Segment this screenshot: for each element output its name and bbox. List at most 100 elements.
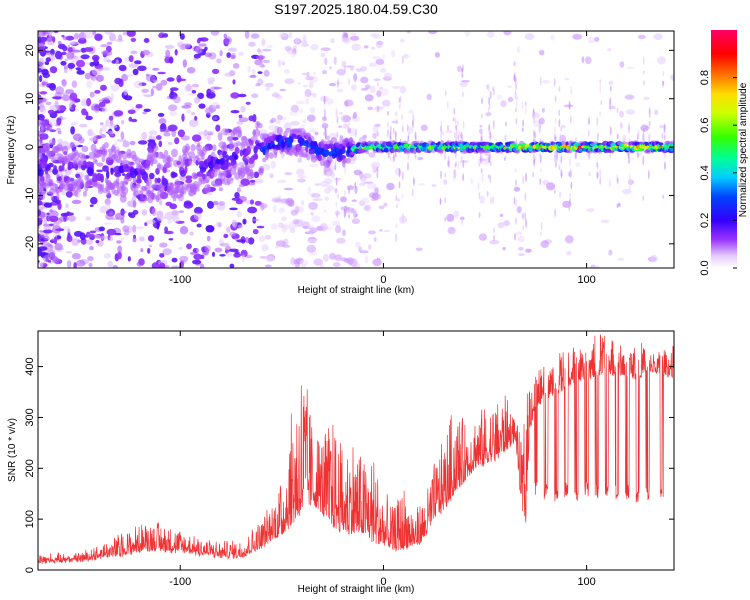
heatmap-cell (300, 43, 310, 47)
heatmap-cell (599, 79, 602, 84)
heatmap-cell (188, 151, 196, 159)
heatmap-cell (249, 199, 255, 205)
heatmap-cell (313, 141, 318, 146)
heatmap-cell (128, 116, 133, 122)
heatmap-cell (334, 161, 337, 170)
heatmap-cell (157, 71, 166, 75)
heatmap-cell (67, 161, 74, 170)
heatmap-cell (616, 177, 619, 185)
heatmap-cell (205, 225, 215, 233)
heatmap-cell (149, 172, 155, 180)
heatmap-cell (76, 70, 85, 75)
heatmap-cell (462, 159, 465, 169)
heatmap-cell (513, 196, 516, 205)
heatmap-cell (394, 111, 398, 117)
heatmap-cell (522, 175, 525, 185)
heatmap-cell (359, 175, 367, 182)
heatmap-cell (110, 167, 114, 175)
heatmap-cell (38, 232, 46, 235)
heatmap-cell (352, 114, 357, 120)
heatmap-cell (554, 189, 556, 194)
heatmap-cell (336, 131, 339, 138)
heatmap-cell (195, 46, 203, 54)
heatmap-cell (230, 92, 240, 99)
heatmap-cell (188, 119, 199, 127)
heatmap-cell (648, 108, 651, 119)
heatmap-cell (141, 209, 148, 216)
heatmap-cell (344, 65, 346, 74)
heatmap-cell (453, 107, 456, 115)
heatmap-cell (40, 175, 45, 182)
heatmap-cell (133, 80, 143, 89)
heatmap-cell (642, 195, 645, 202)
heatmap-cell (132, 68, 139, 76)
heatmap-cell (489, 90, 492, 99)
heatmap-cell (226, 52, 231, 58)
heatmap-cell (75, 59, 86, 68)
heatmap-cell (83, 47, 94, 52)
heatmap-cell (418, 183, 426, 186)
heatmap-cell (558, 118, 561, 128)
heatmap-cell (360, 76, 369, 84)
heatmap-cell (335, 254, 343, 259)
heatmap-cell (353, 169, 362, 176)
heatmap-cell (99, 122, 104, 126)
heatmap-cell (135, 226, 145, 230)
heatmap-cell (493, 227, 495, 233)
heatmap-cell (304, 88, 312, 98)
heatmap-cell (308, 163, 319, 168)
heatmap-cell (106, 41, 113, 45)
heatmap-cell (156, 214, 166, 222)
heatmap-cell (144, 222, 148, 227)
heatmap-cell (162, 248, 172, 256)
heatmap-cell (264, 82, 274, 88)
heatmap-cell (144, 94, 153, 97)
heatmap-cell (350, 67, 354, 71)
snr-x-ticks: -100 0 100 (169, 331, 596, 588)
heatmap-cell (488, 123, 491, 132)
heatmap-cell (525, 248, 532, 253)
heatmap-cell (261, 244, 269, 252)
heatmap-cell (109, 211, 114, 216)
heatmap-cell (314, 131, 319, 136)
heatmap-cell (394, 130, 397, 140)
heatmap-cell (248, 237, 255, 245)
heatmap-cell (574, 153, 577, 159)
heatmap-cell (354, 208, 357, 216)
heatmap-cell (297, 82, 301, 85)
heatmap-cell (111, 153, 119, 162)
heatmap-cell (78, 137, 85, 144)
heatmap-y-axis-label: Frequency (Hz) (6, 116, 17, 185)
heatmap-cell (477, 182, 480, 190)
heatmap-cell (233, 252, 242, 258)
heatmap-cell (246, 146, 251, 155)
heatmap-cell (173, 96, 181, 104)
heatmap-cell (561, 172, 563, 177)
heatmap-cell (155, 83, 163, 91)
heatmap-cell (245, 236, 250, 244)
heatmap-x-tick-label: 0 (380, 274, 386, 286)
heatmap-cell (172, 197, 177, 202)
heatmap-cell (265, 87, 271, 91)
heatmap-cell (625, 109, 635, 115)
heatmap-cell (343, 99, 354, 107)
heatmap-cell (596, 116, 599, 126)
heatmap-cell (38, 31, 46, 37)
heatmap-cell (600, 100, 603, 105)
heatmap-cell (378, 205, 385, 210)
heatmap-cell (156, 135, 162, 140)
heatmap-cell (121, 151, 128, 160)
heatmap-cell (164, 211, 175, 220)
heatmap-cell (48, 260, 52, 263)
heatmap-cell (513, 186, 521, 192)
heatmap-cell (70, 121, 78, 126)
heatmap-cell (447, 226, 456, 235)
heatmap-cell (447, 160, 450, 168)
heatmap-cell (301, 40, 308, 45)
heatmap-cell (130, 37, 137, 43)
heatmap-cell (407, 135, 410, 143)
heatmap-cell (457, 65, 462, 73)
heatmap-cell (627, 128, 630, 135)
heatmap-cell (324, 177, 333, 185)
heatmap-cell (40, 102, 45, 107)
